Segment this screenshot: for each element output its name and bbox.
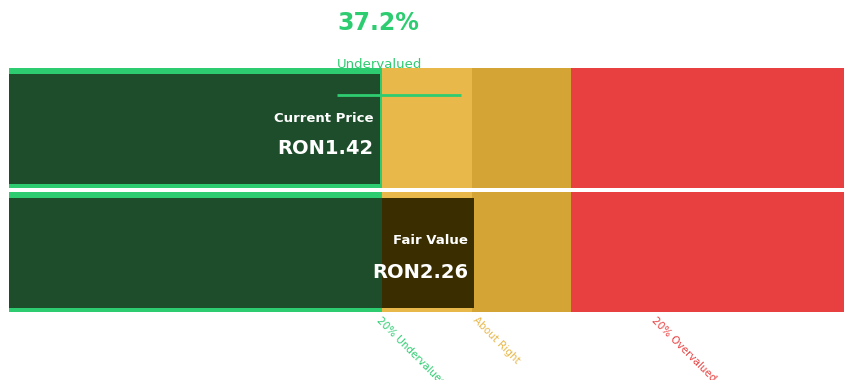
Bar — [472, 68, 571, 188]
Bar — [382, 68, 472, 188]
Bar — [382, 192, 472, 312]
Text: RON2.26: RON2.26 — [371, 263, 468, 282]
Text: Current Price: Current Price — [273, 112, 373, 125]
Bar — [9, 192, 382, 312]
Text: Undervalued: Undervalued — [337, 58, 422, 71]
Bar — [571, 192, 843, 312]
Text: RON1.42: RON1.42 — [277, 139, 373, 158]
Bar — [382, 198, 474, 308]
Text: About Right: About Right — [470, 315, 521, 366]
Text: 37.2%: 37.2% — [337, 11, 418, 35]
Text: 20% Overvalued: 20% Overvalued — [649, 315, 717, 380]
Bar — [472, 192, 571, 312]
Bar — [9, 74, 380, 184]
Text: 20% Undervalued: 20% Undervalued — [374, 315, 446, 380]
Bar — [9, 198, 472, 308]
Bar — [571, 68, 843, 188]
Text: Fair Value: Fair Value — [393, 234, 468, 247]
Bar — [9, 68, 382, 188]
